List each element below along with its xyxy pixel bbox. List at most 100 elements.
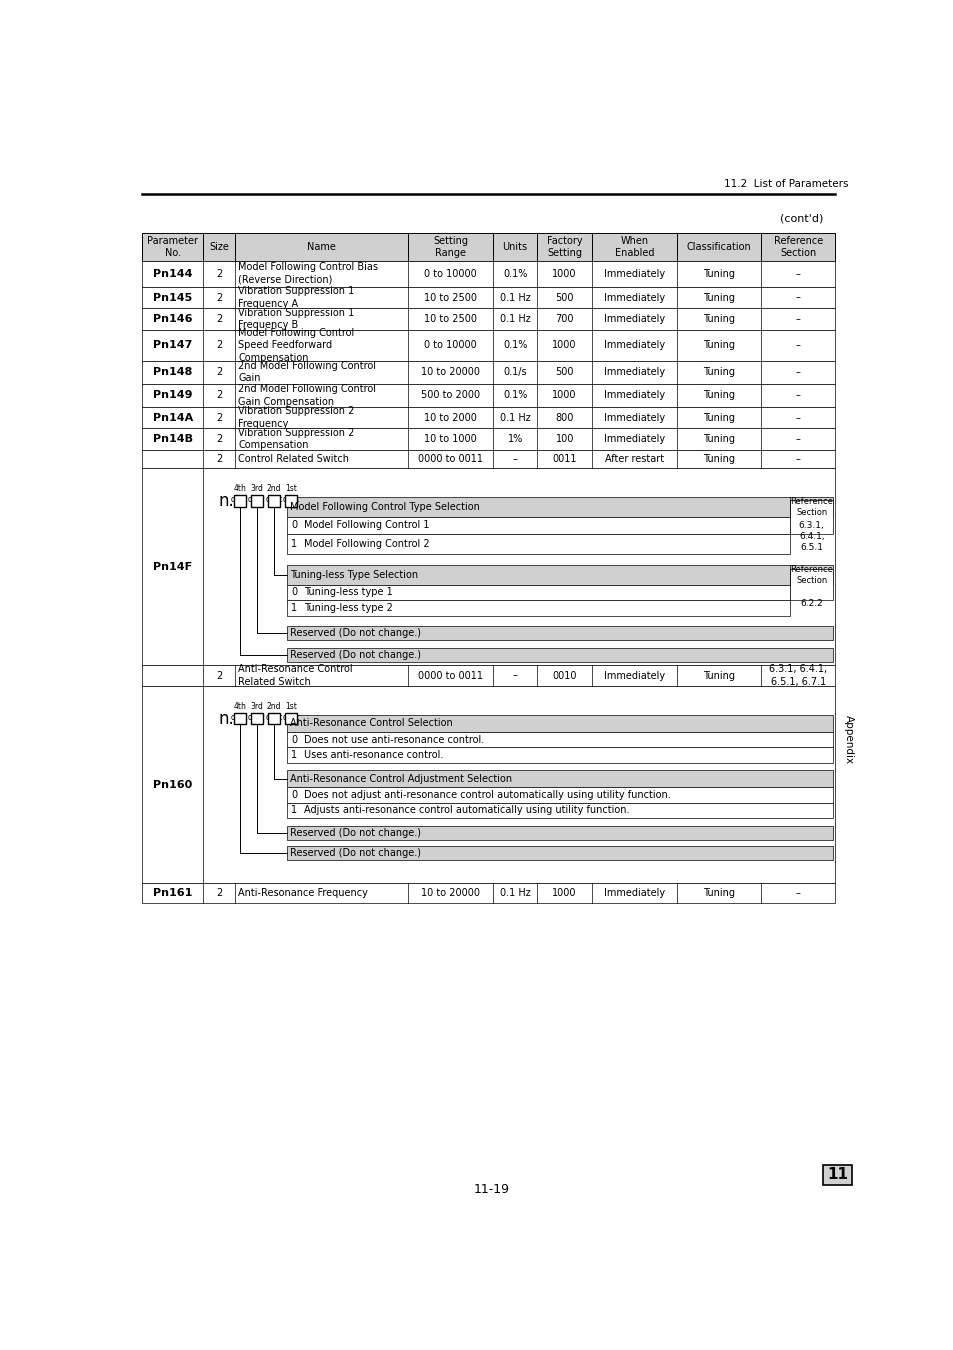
Text: 1: 1	[291, 603, 297, 613]
Text: Does not use anti-resonance control.: Does not use anti-resonance control.	[303, 734, 483, 744]
Text: Tuning: Tuning	[702, 671, 734, 680]
Bar	[251, 713, 262, 725]
Text: Tuning: Tuning	[702, 367, 734, 377]
Bar	[822, 1165, 852, 1184]
Text: Tuning: Tuning	[702, 269, 734, 278]
Text: After restart: After restart	[604, 454, 663, 464]
Text: 500 to 2000: 500 to 2000	[420, 390, 479, 401]
Text: Immediately: Immediately	[603, 269, 664, 278]
Text: Reserved (Do not change.): Reserved (Do not change.)	[291, 848, 421, 857]
Text: 0011: 0011	[552, 454, 577, 464]
Text: Tuning: Tuning	[702, 413, 734, 423]
Text: 0.1%: 0.1%	[502, 269, 527, 278]
Text: Pn146: Pn146	[152, 315, 193, 324]
Bar	[142, 686, 835, 883]
Text: Pn148: Pn148	[152, 367, 193, 377]
Text: 2nd Model Following Control
Gain: 2nd Model Following Control Gain	[238, 360, 375, 383]
Text: Tuning: Tuning	[702, 454, 734, 464]
Text: Pn160: Pn160	[152, 779, 193, 790]
Text: Reference
Section: Reference Section	[789, 497, 832, 517]
Text: Pn14A: Pn14A	[152, 413, 193, 423]
Bar	[142, 883, 835, 903]
Bar	[286, 716, 832, 732]
Text: Immediately: Immediately	[603, 340, 664, 350]
Text: Name: Name	[307, 242, 335, 251]
Text: Reserved (Do not change.): Reserved (Do not change.)	[291, 828, 421, 837]
Text: 11.2  List of Parameters: 11.2 List of Parameters	[723, 178, 847, 189]
Text: 0 to 10000: 0 to 10000	[424, 340, 476, 350]
Text: 1: 1	[291, 749, 297, 760]
Text: Factory
Setting: Factory Setting	[546, 235, 582, 258]
Bar	[285, 713, 296, 725]
Text: 1: 1	[291, 539, 297, 549]
Text: Immediately: Immediately	[603, 315, 664, 324]
Text: 2: 2	[215, 293, 222, 302]
Text: 11: 11	[826, 1166, 847, 1183]
Text: 10 to 2500: 10 to 2500	[424, 293, 476, 302]
Text: 11-19: 11-19	[473, 1184, 509, 1196]
Text: 0 to 10000: 0 to 10000	[424, 269, 476, 278]
Text: Classification: Classification	[686, 242, 751, 251]
Text: –: –	[512, 454, 517, 464]
Bar	[286, 787, 832, 803]
Text: Tuning-less type 2: Tuning-less type 2	[303, 603, 392, 613]
Text: Pn14B: Pn14B	[152, 435, 193, 444]
Bar	[286, 497, 832, 517]
Bar	[286, 648, 832, 662]
Text: Control Related Switch: Control Related Switch	[238, 454, 349, 464]
Text: Vibration Suppression 1
Frequency B: Vibration Suppression 1 Frequency B	[238, 308, 355, 331]
Text: 2: 2	[215, 367, 222, 377]
Bar	[142, 329, 835, 360]
Text: 1st
digit: 1st digit	[282, 702, 299, 722]
Text: 6.3.1, 6.4.1,
6.5.1, 6.7.1: 6.3.1, 6.4.1, 6.5.1, 6.7.1	[768, 664, 826, 687]
Bar	[268, 495, 279, 506]
Text: –: –	[795, 390, 800, 401]
Text: 10 to 1000: 10 to 1000	[424, 435, 476, 444]
Text: –: –	[795, 293, 800, 302]
Text: 10 to 20000: 10 to 20000	[420, 367, 479, 377]
Text: 0000 to 0011: 0000 to 0011	[417, 454, 482, 464]
Text: Vibration Suppression 1
Frequency A: Vibration Suppression 1 Frequency A	[238, 286, 355, 309]
Text: Tuning: Tuning	[702, 293, 734, 302]
Text: –: –	[795, 435, 800, 444]
Text: 10 to 2500: 10 to 2500	[424, 315, 476, 324]
Text: 0.1 Hz: 0.1 Hz	[499, 888, 530, 898]
Bar	[142, 450, 835, 468]
Bar	[790, 500, 832, 533]
Text: 2nd
digit: 2nd digit	[265, 702, 282, 722]
Text: Setting
Range: Setting Range	[433, 235, 468, 258]
Text: Immediately: Immediately	[603, 413, 664, 423]
Text: 0.1 Hz: 0.1 Hz	[499, 315, 530, 324]
Text: Immediately: Immediately	[603, 435, 664, 444]
Text: Uses anti-resonance control.: Uses anti-resonance control.	[303, 749, 442, 760]
Text: 2: 2	[215, 340, 222, 350]
Text: 4th
digit: 4th digit	[231, 702, 248, 722]
Text: Reserved (Do not change.): Reserved (Do not change.)	[291, 628, 421, 639]
Bar	[142, 428, 835, 450]
Text: 0: 0	[291, 790, 297, 801]
Bar	[286, 626, 832, 640]
Text: 2: 2	[215, 454, 222, 464]
Text: 2nd
digit: 2nd digit	[265, 483, 282, 504]
Bar	[286, 803, 832, 818]
Text: Immediately: Immediately	[603, 888, 664, 898]
Bar	[142, 261, 835, 286]
Text: Units: Units	[502, 242, 527, 251]
Text: Tuning: Tuning	[702, 390, 734, 401]
Text: –: –	[795, 340, 800, 350]
Text: 0: 0	[291, 734, 297, 744]
Text: Immediately: Immediately	[603, 390, 664, 401]
Text: 3rd
digit: 3rd digit	[248, 702, 265, 722]
Text: –: –	[795, 888, 800, 898]
Bar	[286, 533, 790, 554]
Bar	[268, 713, 279, 725]
Bar	[142, 664, 835, 686]
Text: –: –	[795, 413, 800, 423]
Text: Does not adjust anti-resonance control automatically using utility function.: Does not adjust anti-resonance control a…	[303, 790, 670, 801]
Text: 1000: 1000	[552, 390, 577, 401]
Bar	[286, 747, 832, 763]
Text: 2: 2	[215, 390, 222, 401]
Text: 0010: 0010	[552, 671, 577, 680]
Text: Model Following Control Type Selection: Model Following Control Type Selection	[291, 502, 480, 512]
Text: Pn144: Pn144	[152, 269, 193, 278]
